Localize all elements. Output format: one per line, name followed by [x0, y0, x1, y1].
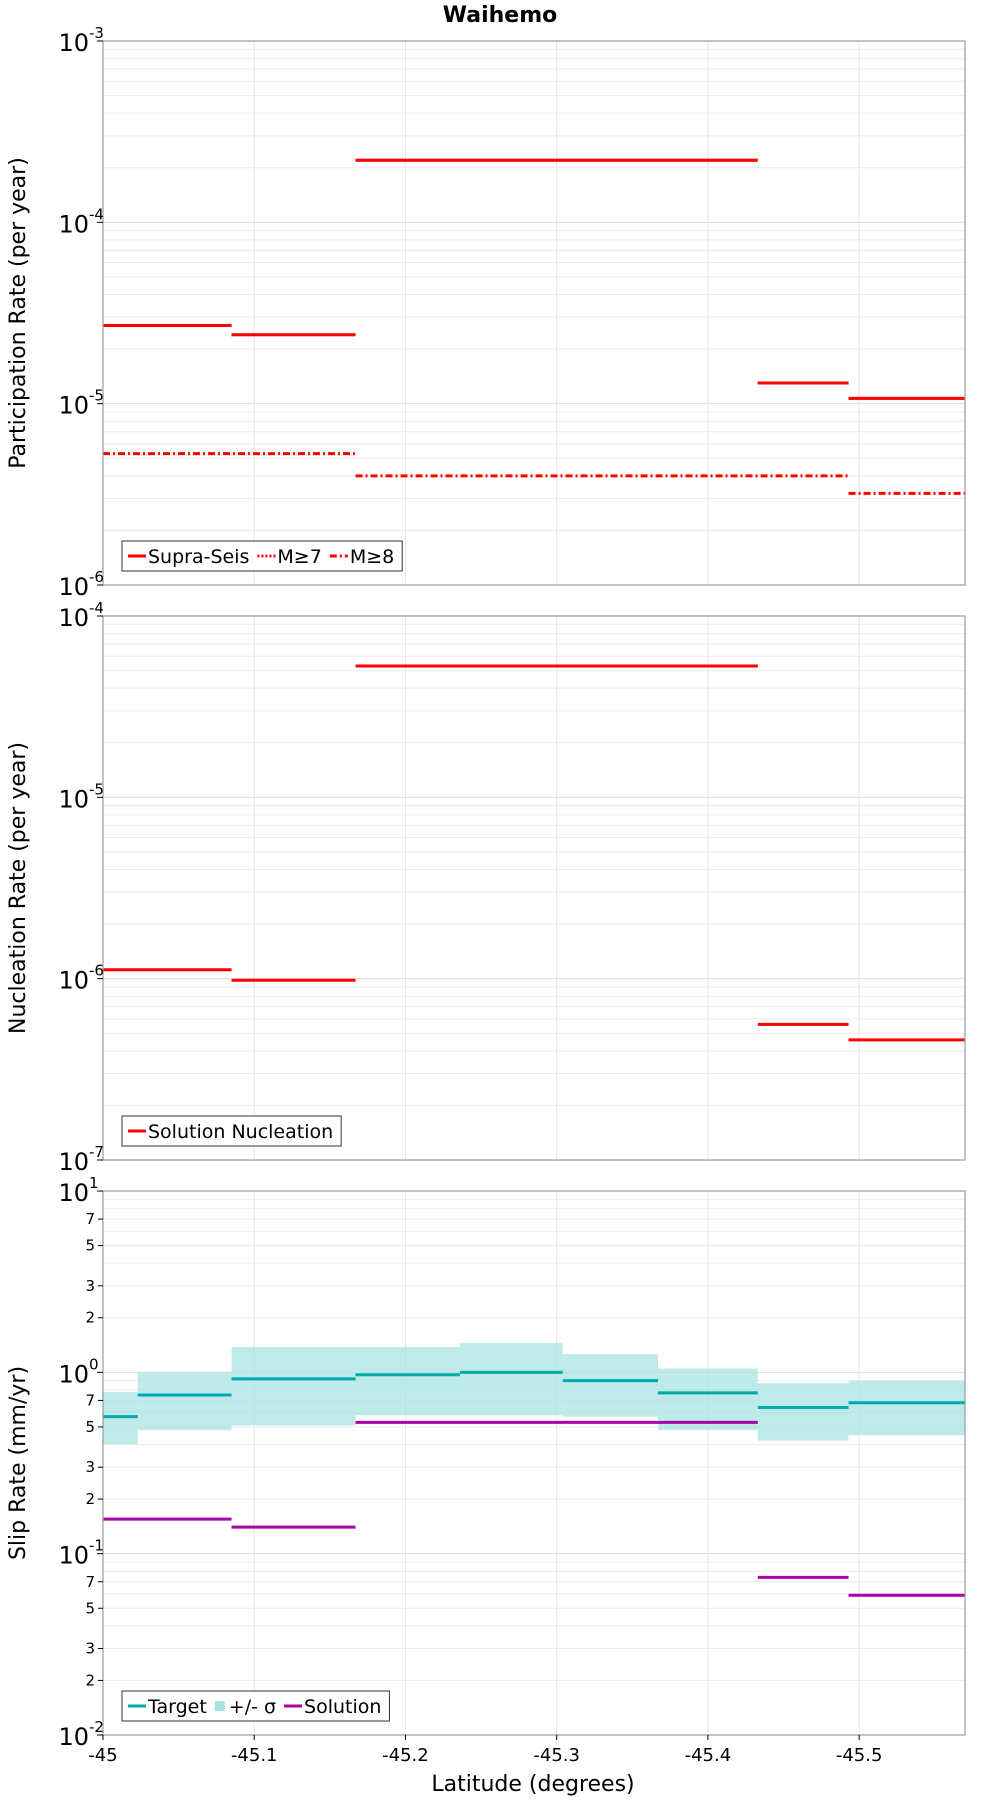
y-tick-exponent: -6	[89, 568, 104, 586]
y-tick-exponent: -6	[89, 962, 104, 980]
y-minor-tick-label: 7	[85, 1391, 95, 1409]
y-minor-tick-label: 5	[85, 1599, 95, 1617]
y-tick-label: 10	[58, 967, 89, 995]
y-tick-label: 10	[58, 1179, 89, 1207]
sigma-band	[459, 1343, 563, 1416]
y-minor-tick-label: 2	[85, 1490, 95, 1508]
series-group	[103, 158, 965, 495]
y-tick-base: 10	[58, 1360, 89, 1388]
y-minor-tick-label: 3	[85, 1458, 95, 1476]
y-tick-label: 10	[58, 1542, 89, 1570]
sigma-band	[757, 1383, 849, 1441]
y-tick-exponent: -2	[89, 1718, 104, 1736]
legend-label: Target	[147, 1696, 207, 1718]
y-tick-base: 10	[58, 210, 89, 238]
sigma-band	[231, 1346, 356, 1426]
y-minor-tick-label: 3	[85, 1639, 95, 1657]
y-tick-label: 10	[58, 1360, 89, 1388]
y-tick-label: 10	[58, 392, 89, 420]
y-tick-base: 10	[58, 1179, 89, 1207]
y-minor-tick-label: 7	[85, 1210, 95, 1228]
x-tick-label: -45.1	[231, 1745, 278, 1766]
x-tick-label: -45.5	[836, 1745, 883, 1766]
plot-area	[103, 616, 965, 1160]
series-group	[103, 1343, 965, 1597]
x-tick-label: -45.3	[533, 1745, 580, 1766]
legend-frame	[121, 1115, 342, 1147]
sigma-band	[355, 1346, 460, 1416]
x-axis-label: Latitude (degrees)	[431, 1772, 634, 1797]
y-tick-base: 10	[58, 785, 89, 813]
y-tick-label: 10	[58, 604, 89, 632]
x-tick-label: -45.2	[382, 1745, 429, 1766]
y-tick-exponent: 0	[89, 1355, 99, 1373]
legend-label: Solution	[304, 1696, 381, 1718]
plot-frame	[102, 1190, 966, 1736]
y-tick-label: 10	[58, 210, 89, 238]
sigma-band	[658, 1368, 758, 1431]
y-minor-tick-label: 2	[85, 1309, 95, 1327]
y-tick-exponent: -5	[89, 387, 104, 405]
y-tick-base: 10	[58, 29, 89, 57]
y-tick-base: 10	[58, 604, 89, 632]
y-minor-tick-label: 5	[85, 1418, 95, 1436]
y-tick-exponent: -4	[89, 599, 104, 617]
y-tick-exponent: -7	[89, 1143, 104, 1161]
legend-swatch	[214, 1701, 225, 1711]
y-tick-exponent: -4	[89, 205, 104, 223]
sigma-band	[848, 1380, 965, 1436]
y-axis-label: Nucleation Rate (per year)	[6, 742, 31, 1034]
x-tick-label: -45	[88, 1745, 117, 1766]
sigma-band	[137, 1372, 232, 1431]
y-tick-label: 10	[58, 573, 89, 601]
y-minor-tick-label: 7	[85, 1573, 95, 1591]
legend-label: M≥7	[277, 546, 321, 568]
y-tick-label: 10	[58, 1148, 89, 1176]
sigma-band	[562, 1354, 659, 1417]
y-tick-base: 10	[58, 573, 89, 601]
y-tick-base: 10	[58, 1542, 89, 1570]
legend: Supra-Seis M≥7 M≥8	[121, 540, 403, 572]
legend-label: +/- σ	[229, 1696, 276, 1718]
plot-frame	[102, 615, 966, 1161]
y-tick-label: 10	[58, 29, 89, 57]
legend-frame	[121, 1690, 390, 1722]
series-group	[103, 664, 965, 1042]
y-tick-label: 10	[58, 785, 89, 813]
plot-frame	[102, 40, 966, 586]
y-minor-tick-label: 3	[85, 1277, 95, 1295]
y-axis-label: Participation Rate (per year)	[6, 157, 31, 469]
legend-label: Supra-Seis	[148, 546, 249, 568]
y-axis-label: Slip Rate (mm/yr)	[6, 1366, 31, 1560]
y-tick-label: 10	[58, 1723, 89, 1751]
legend-label: Solution Nucleation	[148, 1121, 333, 1143]
y-tick-base: 10	[58, 1723, 89, 1751]
x-tick-label: -45.4	[685, 1745, 732, 1766]
y-minor-tick-label: 5	[85, 1237, 95, 1255]
legend-label: M≥8	[350, 546, 394, 568]
plot-area	[103, 1191, 965, 1735]
y-tick-exponent: -3	[89, 24, 104, 42]
y-tick-base: 10	[58, 967, 89, 995]
sigma-band	[103, 1391, 138, 1445]
y-minor-tick-label: 2	[85, 1671, 95, 1689]
y-tick-base: 10	[58, 392, 89, 420]
y-tick-exponent: -1	[89, 1537, 104, 1555]
legend: Target +/- σ Solution	[121, 1690, 390, 1722]
legend: Solution Nucleation	[121, 1115, 342, 1147]
y-tick-exponent: -5	[89, 780, 104, 798]
chart-title: Waihemo	[443, 3, 558, 28]
y-tick-exponent: 1	[89, 1174, 99, 1192]
plot-area	[103, 41, 965, 585]
y-tick-base: 10	[58, 1148, 89, 1176]
